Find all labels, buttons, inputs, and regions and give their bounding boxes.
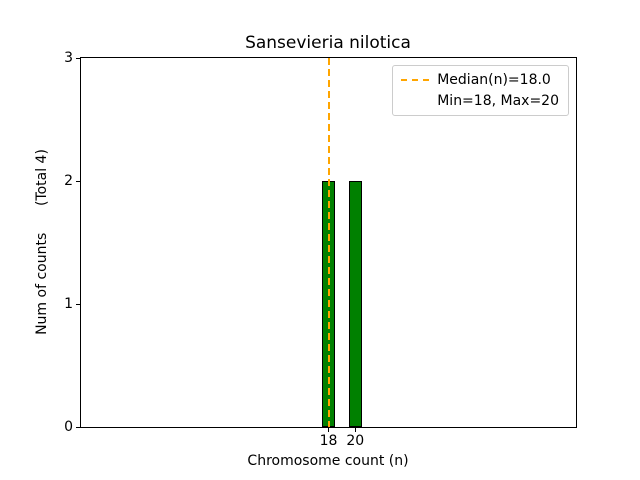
legend-label-minmax: Min=18, Max=20 [437,93,559,109]
legend: Median(n)=18.0 Min=18, Max=20 [392,65,569,116]
y-tick-0 [76,426,80,428]
median-dashed-line-icon [401,79,430,81]
x-tick-label-20: 20 [346,433,365,449]
bar-20 [348,181,362,427]
chart-title: Sansevieria nilotica [245,33,411,53]
y-tick-label-1: 1 [64,296,73,312]
x-tick-18 [328,428,329,432]
y-tick-label-3: 3 [64,50,73,66]
legend-row-median: Median(n)=18.0 [401,72,559,88]
y-tick-1 [76,303,80,305]
y-tick-2 [76,180,80,182]
x-tick-20 [354,428,356,432]
plot-area: Median(n)=18.0 Min=18, Max=20 [80,57,577,428]
x-axis-label: Chromosome count (n) [247,453,409,469]
x-tick-label-18: 18 [319,433,338,449]
y-tick-3 [76,57,80,59]
blank-legend-handle [401,100,429,102]
y-tick-label-0: 0 [64,419,73,435]
y-axis-label: Num of counts (Total 4) [34,149,50,335]
median-line [327,58,330,427]
legend-label-median: Median(n)=18.0 [437,72,551,88]
y-tick-label-2: 2 [64,173,73,189]
legend-row-minmax: Min=18, Max=20 [401,93,559,109]
